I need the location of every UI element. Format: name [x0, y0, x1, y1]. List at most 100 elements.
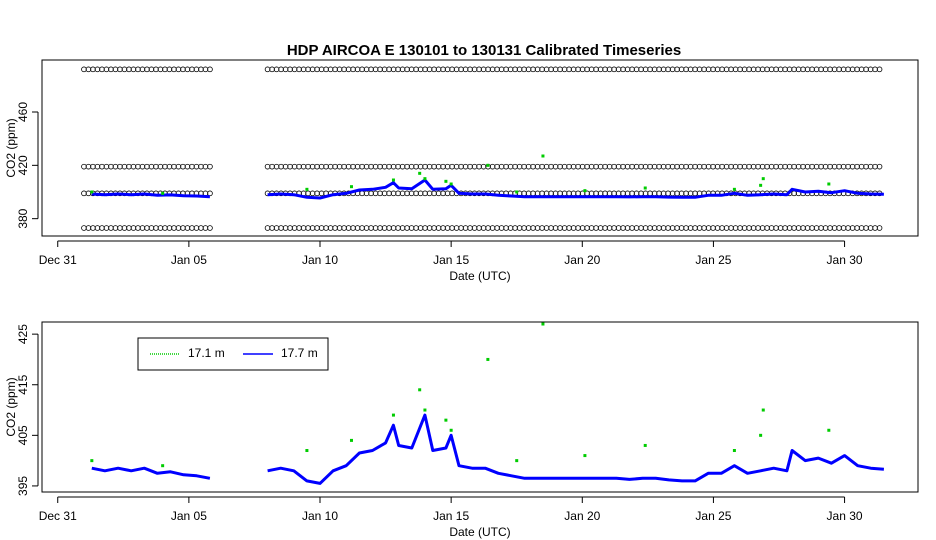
calibration-point — [611, 66, 617, 73]
calibration-point — [377, 163, 383, 170]
chart-title: HDP AIRCOA E 130101 to 130131 Calibrated… — [287, 42, 681, 59]
calibration-point — [121, 225, 128, 231]
calibration-point — [112, 66, 119, 73]
calibration-point — [189, 163, 195, 170]
calibration-point — [755, 163, 761, 170]
calibration-point — [489, 66, 496, 73]
calibration-point — [732, 66, 739, 73]
calibration-point — [390, 66, 397, 73]
calibration-point — [831, 66, 838, 73]
calibration-point — [548, 66, 554, 73]
calibration-point — [422, 190, 428, 197]
series-point — [449, 428, 453, 432]
calibration-point — [750, 163, 757, 170]
calibration-point — [588, 225, 595, 231]
calibration-point — [768, 225, 775, 231]
calibration-point — [723, 66, 730, 73]
calibration-point — [422, 66, 428, 73]
series-point — [486, 163, 490, 167]
calibration-point — [314, 66, 320, 73]
calibration-point — [323, 225, 329, 231]
calibration-point — [408, 163, 415, 170]
calibration-point — [431, 190, 437, 197]
calibration-point — [858, 225, 865, 231]
x-tick-label: Jan 25 — [695, 253, 731, 267]
calibration-point — [462, 66, 469, 73]
calibration-point — [345, 163, 352, 170]
calibration-point — [444, 190, 451, 197]
calibration-point — [453, 163, 460, 170]
calibration-point — [872, 163, 878, 170]
plot-frame — [41, 59, 919, 237]
calibration-point — [359, 163, 365, 170]
calibration-point — [624, 190, 631, 197]
calibration-point — [180, 163, 186, 170]
series-point — [423, 177, 427, 181]
series-point — [732, 187, 736, 191]
calibration-point — [426, 66, 433, 73]
calibration-point — [278, 66, 284, 73]
calibration-point — [175, 225, 182, 231]
calibration-point — [117, 163, 123, 170]
calibration-point — [647, 225, 653, 231]
calibration-point — [822, 163, 829, 170]
calibration-point — [166, 163, 173, 170]
calibration-point — [296, 163, 302, 170]
calibration-point — [381, 66, 388, 73]
series-point — [515, 459, 519, 463]
calibration-point — [867, 163, 874, 170]
calibration-point — [480, 163, 487, 170]
calibration-point — [300, 163, 307, 170]
x-axis-label: Date (UTC) — [449, 525, 510, 539]
calibration-point — [800, 66, 806, 73]
calibration-point — [611, 190, 617, 197]
series-point — [418, 388, 422, 392]
series-point — [349, 438, 353, 442]
calibration-point — [863, 225, 869, 231]
calibration-point — [845, 163, 851, 170]
legend-box — [137, 337, 329, 371]
calibration-point — [660, 163, 667, 170]
calibration-point — [198, 66, 204, 73]
calibration-point — [368, 163, 374, 170]
series-point — [305, 449, 309, 453]
calibration-point — [341, 66, 347, 73]
calibration-point — [207, 66, 213, 73]
calibration-point — [831, 225, 838, 231]
calibration-point — [426, 163, 433, 170]
calibration-point — [148, 163, 155, 170]
series-point — [305, 187, 309, 191]
x-tick-label: Jan 05 — [171, 253, 207, 267]
calibration-point — [845, 225, 851, 231]
calibration-point — [782, 163, 788, 170]
calibration-point — [530, 163, 536, 170]
calibration-point — [840, 225, 847, 231]
calibration-point — [336, 66, 343, 73]
calibration-point — [854, 163, 860, 170]
calibration-point — [139, 163, 146, 170]
series-point — [349, 185, 353, 189]
calibration-point — [858, 163, 865, 170]
calibration-point — [273, 225, 280, 231]
calibration-point — [615, 163, 622, 170]
calibration-point — [741, 225, 748, 231]
calibration-point — [516, 225, 523, 231]
calibration-point — [318, 190, 325, 197]
calibration-point — [413, 225, 419, 231]
calibration-point — [345, 225, 352, 231]
calibration-point — [791, 190, 797, 197]
calibration-point — [458, 225, 464, 231]
calibration-point — [130, 163, 137, 170]
calibration-point — [588, 163, 595, 170]
calibration-point — [417, 225, 424, 231]
calibration-point — [593, 163, 599, 170]
calibration-point — [552, 163, 559, 170]
calibration-point — [85, 190, 92, 197]
calibration-point — [426, 190, 433, 197]
calibration-point — [435, 66, 442, 73]
calibration-point — [327, 225, 334, 231]
calibration-point — [687, 66, 694, 73]
calibration-point — [157, 225, 164, 231]
legend-label: 17.7 m — [281, 346, 318, 360]
calibration-point — [813, 163, 820, 170]
